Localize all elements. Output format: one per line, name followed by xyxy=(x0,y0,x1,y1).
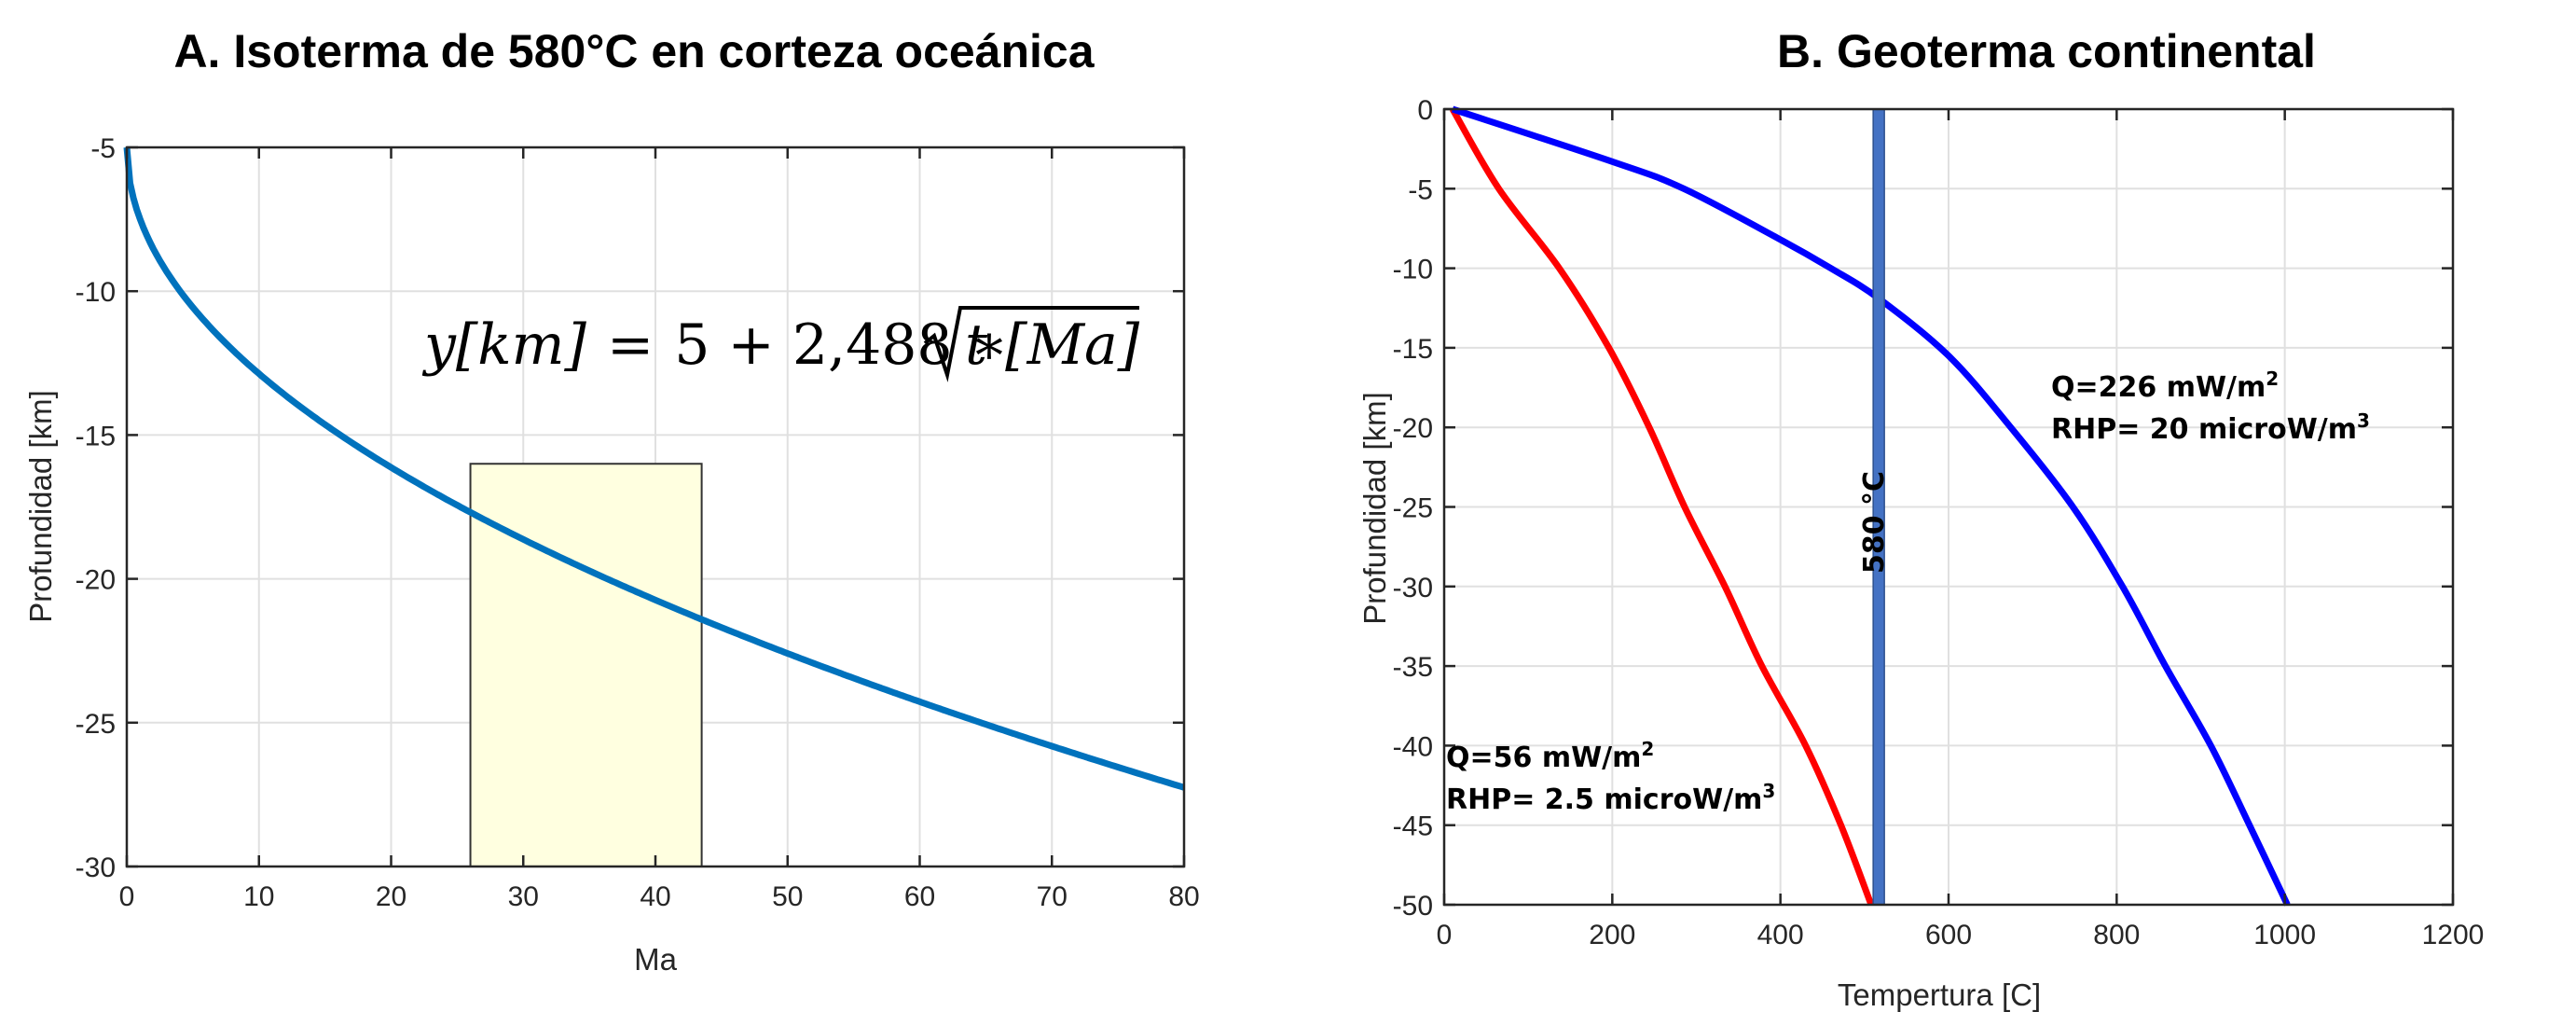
x-tick-label: 80 xyxy=(1168,881,1199,912)
y-tick-label: -30 xyxy=(76,853,116,883)
y-tick-label: -5 xyxy=(90,133,116,164)
chart-b-title: B. Geoterma continental xyxy=(1777,25,2316,77)
x-tick-label: 20 xyxy=(376,881,406,912)
annotation-high-q-rhp: RHP= 20 microW/m xyxy=(2051,413,2357,446)
x-tick-label: 30 xyxy=(508,881,539,912)
y-tick-label: -25 xyxy=(76,709,116,740)
annotation-low-q-rhp: RHP= 2.5 microW/m xyxy=(1446,783,1762,816)
chart-b-yticks: 0 -5 -10 -15 -20 -25 -30 -35 -40 -45 -50 xyxy=(1393,95,1433,922)
series-line-0 xyxy=(1449,107,1875,907)
series-line-1 xyxy=(1451,105,2291,907)
chart-a-series xyxy=(123,146,1186,791)
y-tick-label: -25 xyxy=(1393,493,1433,524)
equation-lhs: y[km] xyxy=(421,312,587,378)
annotation-high-q-line1: Q=226 mW/m2 xyxy=(2051,367,2279,404)
x-tick-label: 800 xyxy=(2093,920,2140,950)
y-tick-label: -10 xyxy=(76,277,116,308)
y-tick-label: -10 xyxy=(1393,255,1433,285)
annotation-high-q-line2: RHP= 20 microW/m3 xyxy=(2051,409,2370,446)
chart-b-axes xyxy=(1442,107,2455,907)
x-tick-label: 400 xyxy=(1757,920,1804,950)
x-tick-label: 0 xyxy=(119,881,135,912)
x-tick-label: 70 xyxy=(1037,881,1068,912)
chart-b-ylabel: Profundidad [km] xyxy=(1357,392,1392,624)
y-tick-label: -20 xyxy=(76,565,116,596)
x-tick-label: 10 xyxy=(243,881,274,912)
equation-equals: = xyxy=(607,312,654,378)
x-tick-label: 60 xyxy=(904,881,935,912)
x-tick-label: 600 xyxy=(1925,920,1972,950)
chart-a-axes xyxy=(125,146,1186,868)
highlight-box xyxy=(469,463,703,867)
y-tick-label: -35 xyxy=(1393,652,1433,683)
annotation-low-q-line2: RHP= 2.5 microW/m3 xyxy=(1446,780,1775,816)
band-label: 580 °C xyxy=(1858,471,1891,574)
chart-a-ylabel: Profundidad [km] xyxy=(23,390,58,622)
y-tick-label: -40 xyxy=(1393,731,1433,762)
x-tick-label: 1000 xyxy=(2253,920,2316,950)
chart-a-yticks: -5 -10 -15 -20 -25 -30 xyxy=(76,133,116,883)
annotation-high-q: Q=226 mW/m2 RHP= 20 microW/m3 xyxy=(2051,367,2370,446)
annotation-high-q-sup3: 3 xyxy=(2357,409,2370,432)
y-tick-label: -45 xyxy=(1393,811,1433,842)
chart-b-xticks: 0 200 400 600 800 1000 1200 xyxy=(1437,920,2485,950)
annotation-low-q-line1: Q=56 mW/m2 xyxy=(1446,738,1654,774)
chart-b-xlabel: Tempertura [C] xyxy=(1838,977,2041,1012)
y-tick-label: 0 xyxy=(1417,95,1433,126)
axes-box xyxy=(125,146,1186,868)
x-tick-label: 40 xyxy=(640,881,670,912)
y-tick-label: -5 xyxy=(1408,174,1433,205)
equation-text: y[km] = 5 + 2,488 ∗ xyxy=(421,312,1008,378)
chart-a-equation: y[km] = 5 + 2,488 ∗ t [Ma] xyxy=(421,306,1140,382)
y-tick-label: -15 xyxy=(76,421,116,451)
chart-a-xlabel: Ma xyxy=(634,942,677,977)
series-line-0 xyxy=(123,146,1186,791)
x-tick-label: 200 xyxy=(1589,920,1635,950)
y-tick-label: -15 xyxy=(1393,334,1433,365)
x-tick-label: 50 xyxy=(772,881,803,912)
x-tick-label: 1200 xyxy=(2422,920,2485,950)
chart-a-xticks: 0 10 20 30 40 50 60 70 80 xyxy=(119,881,1200,912)
chart-b-series xyxy=(1449,105,2291,907)
annotation-low-q-q: Q=56 mW/m xyxy=(1446,742,1641,774)
y-tick-label: -30 xyxy=(1393,573,1433,603)
annotation-low-q-sup: 2 xyxy=(1641,738,1654,760)
annotation-high-q-q: Q=226 mW/m xyxy=(2051,371,2266,404)
chart-a-highlight-box-group xyxy=(469,463,703,867)
x-tick-label: 0 xyxy=(1437,920,1453,950)
axes-box xyxy=(1442,107,2455,907)
annotation-high-q-sup: 2 xyxy=(2266,367,2279,390)
y-tick-label: -50 xyxy=(1393,891,1433,922)
chart-a-title: A. Isoterma de 580°C en corteza oceánica xyxy=(173,25,1095,77)
annotation-low-q-sup3: 3 xyxy=(1762,780,1775,802)
y-tick-label: -20 xyxy=(1393,413,1433,444)
equation-radicand: t [Ma] xyxy=(965,312,1140,378)
sqrt-radical-icon xyxy=(923,306,1139,382)
chart-b: B. Geoterma continental 0 200 400 600 800 100… xyxy=(1357,25,2484,1012)
chart-a: A. Isoterma de 580°C en corteza oceánica… xyxy=(23,25,1200,977)
annotation-low-q: Q=56 mW/m2 RHP= 2.5 microW/m3 xyxy=(1446,738,1775,816)
